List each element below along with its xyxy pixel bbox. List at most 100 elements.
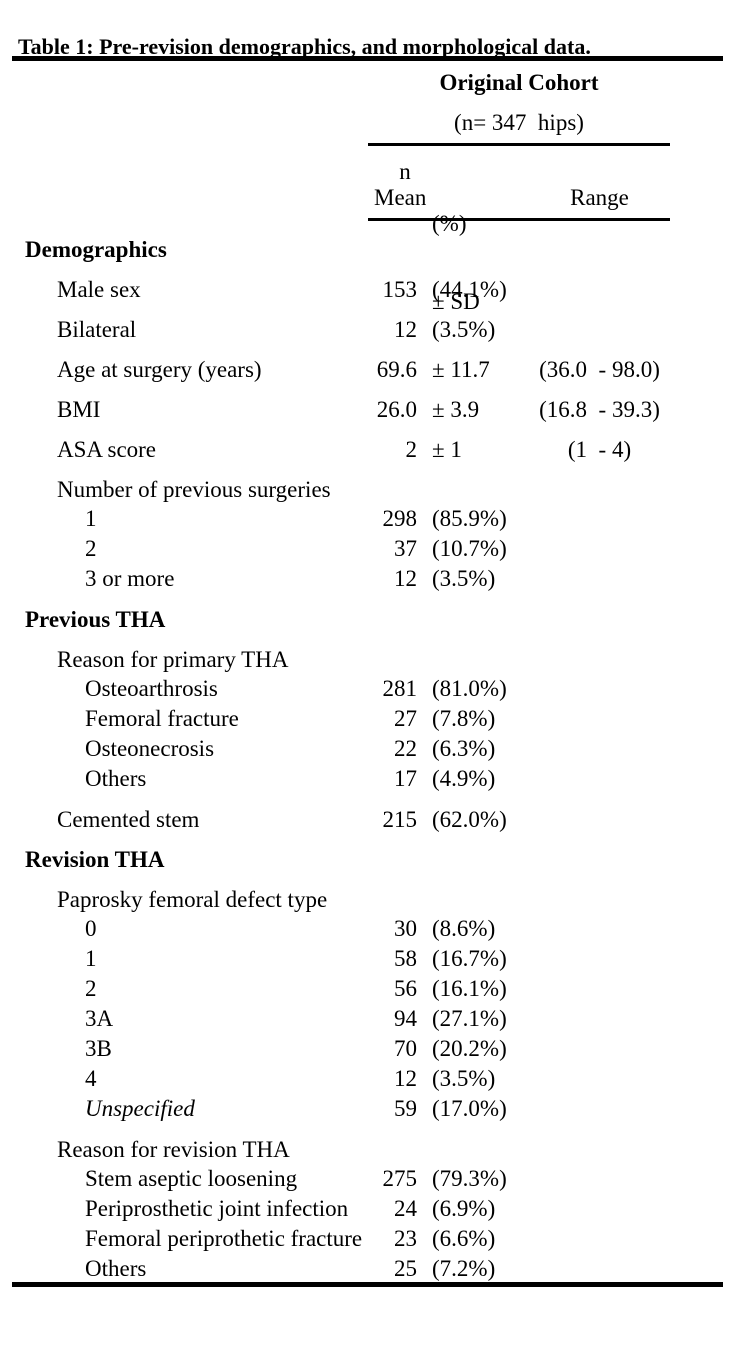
row-label: Demographics [25,237,167,262]
col-pct-sd-value: (8.6%) [432,916,496,941]
table-row: 3 or more 12 (3.5%) [0,564,733,594]
table-row: Bilateral 12 (3.5%) [0,315,733,344]
col-n-value: 30 [394,916,417,941]
table-row: 2 37 (10.7%) [0,534,733,564]
col-n-value: 25 [394,1256,417,1281]
row-label: Femoral periprothetic fracture [85,1226,363,1251]
table-row: Male sex 153 (44.1%) [0,275,733,304]
col-n-value: 12 [394,566,417,591]
table-row: Osteonecrosis 22 (6.3%) [0,734,733,764]
table-row: Stem aseptic loosening 275 (79.3%) [0,1164,733,1194]
table-row: 2 56 (16.1%) [0,974,733,1004]
table-row: 0 30 (8.6%) [0,914,733,944]
table-row: Others 17 (4.9%) [0,764,733,794]
table-row: ASA score 2 ± 1 (1 - 4) [0,435,733,464]
col-pct-sd-value: (79.3%) [432,1166,507,1191]
table-row: Unspecified 59 (17.0%) [0,1094,733,1124]
col-pct-sd-value: ± 1 [432,437,462,462]
col-pct-sd-value: (6.9%) [432,1196,496,1221]
col-n-value: 215 [382,807,418,832]
col-pct-sd-value: (7.8%) [432,706,496,731]
col-n-value: 2 [405,437,418,462]
col-pct-sd-value: ± 11.7 [432,357,490,382]
title-rule [12,56,723,61]
table-row: Femoral periprothetic fracture 23 (6.6%) [0,1224,733,1254]
table-row: Paprosky femoral defect type [0,885,733,914]
table-title: Table 1: Pre-revision demographics, and … [18,34,591,59]
table-bottom-rule [12,1282,723,1287]
col-range-value: (16.8 - 39.3) [539,397,660,422]
col-n-value: 59 [394,1096,417,1121]
row-label: Previous THA [25,607,166,632]
col-n-value: 37 [394,536,417,561]
col-pct-sd-value: (27.1%) [432,1006,507,1031]
header-rule-top [368,143,670,146]
col-pct-sd-value: (6.3%) [432,736,496,761]
col-n-value: 26.0 [376,397,417,422]
table-row: Demographics [0,235,733,264]
col-n-value: 24 [394,1196,417,1221]
row-label: Number of previous surgeries [57,477,331,502]
col-pct-sd-value: (44.1%) [432,277,507,302]
table-row: Osteoarthrosis 281 (81.0%) [0,674,733,704]
row-label: Others [85,1256,147,1281]
col-range-value: (1 - 4) [567,437,632,462]
col-n-value: 153 [382,277,418,302]
row-label: Age at surgery (years) [57,357,262,382]
table-row: 4 12 (3.5%) [0,1064,733,1094]
table-row: Previous THA [0,605,733,634]
col-header-n: n [399,159,411,184]
table-row: Revision THA [0,845,733,874]
col-header-pct-sd: (%) ± SD [432,159,480,367]
col-n-value: 281 [382,676,418,701]
row-label: 1 [85,946,97,971]
row-label: 2 [85,536,97,561]
row-label: 3 or more [85,566,175,591]
table-row: 1 58 (16.7%) [0,944,733,974]
col-pct-sd-value: (3.5%) [432,566,496,591]
col-pct-sd-value: (3.5%) [432,317,496,342]
col-pct-sd-value: (17.0%) [432,1096,507,1121]
col-n-value: 22 [394,736,417,761]
col-pct-sd-value: (81.0%) [432,676,507,701]
row-label: Osteoarthrosis [85,676,218,701]
row-label: Paprosky femoral defect type [57,887,328,912]
col-n-value: 58 [394,946,417,971]
col-pct-sd-value: (62.0%) [432,807,507,832]
row-label: BMI [57,397,101,422]
row-label: Revision THA [25,847,165,872]
col-n-value: 12 [394,1066,417,1091]
col-n-value: 23 [394,1226,417,1251]
col-header-range: Range [570,185,629,210]
col-pct-sd-value: (3.5%) [432,1066,496,1091]
col-pct-sd-value: (20.2%) [432,1036,507,1061]
col-header-n-mean: n Mean [374,159,436,211]
row-label: Reason for primary THA [57,647,289,672]
row-label: Cemented stem [57,807,200,832]
col-header-mean: Mean [374,185,427,210]
table-row: 3B 70 (20.2%) [0,1034,733,1064]
row-label: Others [85,766,147,791]
row-label: 0 [85,916,97,941]
table-row: 3A 94 (27.1%) [0,1004,733,1034]
col-n-value: 70 [394,1036,417,1061]
col-pct-sd-value: (7.2%) [432,1256,496,1281]
col-n-value: 94 [394,1006,417,1031]
col-range-value: (36.0 - 98.0) [539,357,660,382]
row-label: Femoral fracture [85,706,239,731]
table-row: Femoral fracture 27 (7.8%) [0,704,733,734]
row-label: Bilateral [57,317,137,342]
row-label: Osteonecrosis [85,736,215,761]
col-pct-sd-value: (4.9%) [432,766,496,791]
cohort-header-title: Original Cohort [439,70,599,95]
col-n-value: 275 [382,1166,418,1191]
table-row: Age at surgery (years) 69.6 ± 11.7 (36.0… [0,355,733,384]
table-row: Others 25 (7.2%) [0,1254,733,1284]
col-pct-sd-value: (16.7%) [432,946,507,971]
col-n-value: 27 [394,706,417,731]
row-label: 1 [85,506,97,531]
col-pct-sd-value: (16.1%) [432,976,507,1001]
col-header-sd: ± SD [432,289,480,314]
table-row: Reason for revision THA [0,1135,733,1164]
